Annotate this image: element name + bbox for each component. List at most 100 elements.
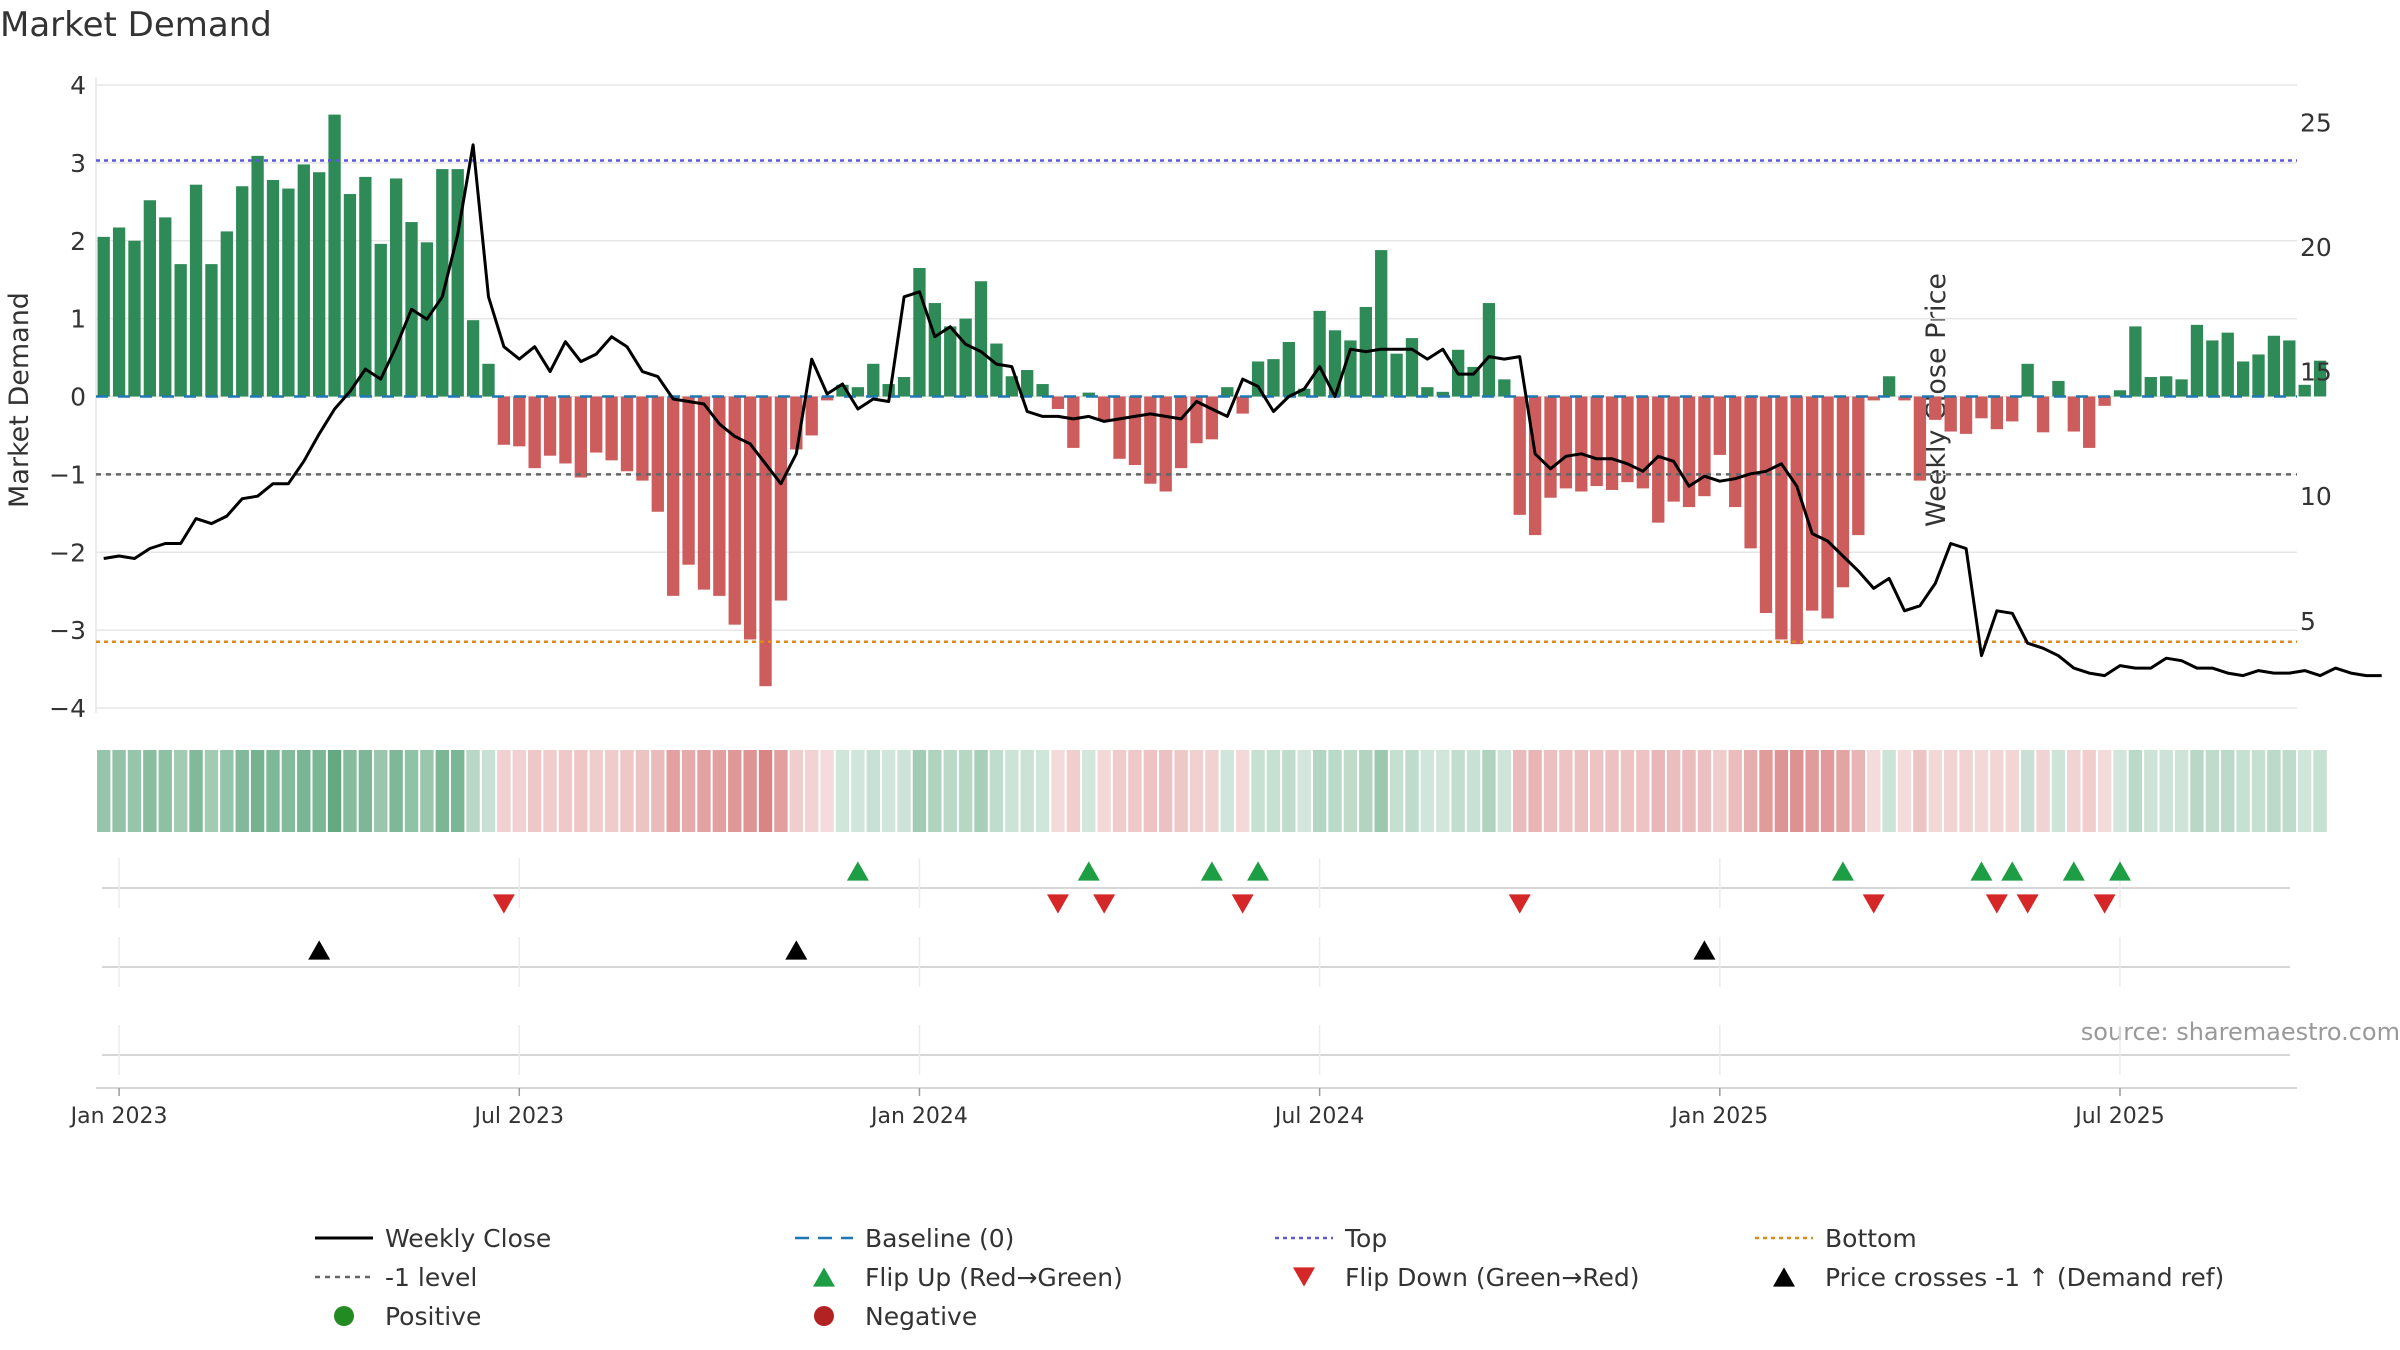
demand-bar: [590, 396, 603, 453]
heat-cell: [2236, 750, 2250, 832]
heat-cell: [112, 750, 126, 832]
demand-bar: [1621, 396, 1634, 483]
demand-bar: [1590, 396, 1603, 487]
demand-bar: [1498, 379, 1511, 397]
heat-cell: [1451, 750, 1465, 832]
flip-down-marker: [492, 894, 515, 914]
demand-bar: [605, 396, 618, 461]
flip-up-marker: [2108, 861, 2131, 881]
demand-heat-strip: [97, 750, 2327, 832]
demand-bar: [974, 281, 988, 397]
heat-cell: [1159, 750, 1173, 832]
demand-bar: [112, 227, 126, 397]
demand-bar: [2006, 396, 2019, 422]
demand-bar: [1482, 303, 1496, 397]
heat-cell: [312, 750, 326, 832]
demand-bar: [990, 343, 1003, 397]
heat-cell: [1743, 750, 1758, 832]
flip-up-marker: [1247, 861, 1270, 881]
flip-down-marker: [2016, 894, 2039, 914]
heat-cell: [712, 750, 727, 832]
heat-cell: [974, 750, 988, 832]
demand-bar: [1067, 396, 1080, 448]
demand-bar: [97, 236, 110, 397]
flip-down-marker: [1862, 894, 1885, 914]
heat-cell: [1959, 750, 1973, 832]
heat-cell: [127, 750, 142, 832]
reference-lines: [96, 159, 2297, 644]
demand-bar: [1913, 396, 1927, 481]
demand-bar: [513, 396, 526, 447]
heat-cell: [1974, 750, 1989, 832]
demand-bar: [1959, 396, 1973, 434]
x-tick-label: Jul 2024: [1273, 1104, 1365, 1129]
heat-cell: [1697, 750, 1712, 832]
heat-cell: [1990, 750, 2004, 832]
legend-label: Price crosses -1 ↑ (Demand ref): [1825, 1263, 2224, 1292]
demand-bar: [1005, 376, 1018, 397]
heat-cell: [1235, 750, 1250, 832]
heat-cell: [1790, 750, 1804, 832]
heat-cell: [281, 750, 296, 832]
heat-cell: [743, 750, 757, 832]
heat-cell: [343, 750, 357, 832]
demand-bar: [636, 396, 649, 481]
demand-bar: [1759, 396, 1773, 613]
heat-cell: [989, 750, 1004, 832]
heat-cell: [1897, 750, 1912, 832]
demand-bar: [2129, 326, 2142, 397]
heat-cell: [1636, 750, 1650, 832]
demand-bar: [2113, 390, 2127, 397]
demand-bar: [236, 186, 249, 397]
demand-bar: [482, 363, 495, 397]
heat-cell: [2267, 750, 2281, 832]
demand-bar: [359, 176, 372, 397]
demand-bar: [143, 200, 157, 397]
heat-cell: [250, 750, 265, 832]
legend-item: Positive: [334, 1302, 481, 1331]
demand-bar: [836, 384, 849, 397]
demand-bar: [1036, 384, 1049, 397]
y2-tick-label: 5: [2300, 607, 2316, 636]
demand-bar: [1128, 396, 1142, 466]
y2-axis-ticks: 5 10 15 20 25: [2300, 108, 2332, 635]
heat-cell: [1589, 750, 1604, 832]
heat-cell: [1420, 750, 1435, 832]
heat-cell: [1605, 750, 1619, 832]
x-tick-label: Jan 2024: [869, 1104, 968, 1129]
price-line-group: [103, 143, 2382, 678]
heat-cell: [1805, 750, 1819, 832]
demand-bar: [944, 326, 957, 397]
demand-bar: [297, 164, 310, 397]
heat-cell: [943, 750, 957, 832]
demand-bar: [1882, 376, 1896, 397]
heat-cell: [1359, 750, 1373, 832]
demand-bar: [2098, 396, 2111, 406]
legend-label: Positive: [385, 1302, 481, 1331]
demand-bar: [451, 169, 464, 397]
heat-cell: [881, 750, 896, 832]
demand-bar: [2221, 332, 2234, 397]
heat-cell: [1389, 750, 1404, 832]
demand-bar: [1575, 396, 1588, 492]
demand-bar: [128, 240, 141, 397]
y-tick-label: −2: [49, 538, 86, 567]
demand-bar: [1282, 341, 1296, 397]
legend-item: -1 level: [315, 1263, 477, 1292]
heat-cell: [1189, 750, 1204, 832]
demand-bar: [328, 114, 341, 397]
y2-tick-label: 20: [2300, 233, 2332, 262]
heat-cell: [635, 750, 650, 832]
demand-bar: [1082, 392, 1095, 397]
y-tick-label: 1: [70, 305, 86, 334]
demand-bar: [667, 396, 680, 596]
legend-swatch: [334, 1306, 354, 1326]
demand-bar: [1051, 396, 1065, 409]
demand-bar: [266, 180, 280, 397]
heat-cell: [958, 750, 973, 832]
y2-tick-label: 10: [2300, 482, 2332, 511]
demand-bar: [1836, 396, 1850, 588]
legend: Weekly Close Baseline (0) Top Bottom -1 leve…: [315, 1224, 2224, 1331]
heat-cell: [2251, 750, 2266, 832]
heat-cell: [2005, 750, 2019, 832]
